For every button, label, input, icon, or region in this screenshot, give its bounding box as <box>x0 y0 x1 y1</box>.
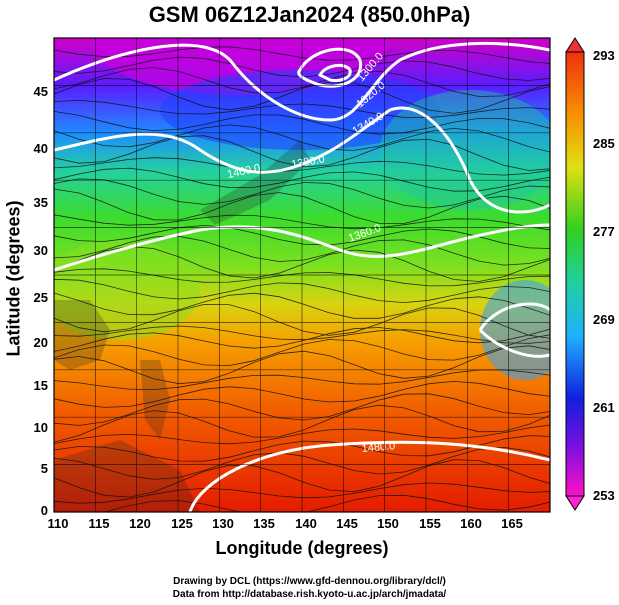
x-tick: 115 <box>88 516 110 531</box>
x-tick: 110 <box>47 516 69 531</box>
streamline <box>54 327 550 352</box>
streamline <box>54 424 550 445</box>
contour-1360 <box>54 223 550 272</box>
x-tick: 135 <box>253 516 275 531</box>
x-axis-label: Longitude (degrees) <box>215 538 389 558</box>
streamline <box>54 188 550 224</box>
streamline <box>54 446 550 480</box>
y-tick: 25 <box>33 290 48 305</box>
streamline <box>54 67 550 97</box>
streamline <box>54 111 550 135</box>
credit-data: Data from http://database.rish.kyoto-u.a… <box>172 589 447 600</box>
contour-low-core <box>317 63 352 82</box>
streamline <box>54 325 550 344</box>
contour-low-center <box>297 47 363 88</box>
colorbar-bottom-arrow <box>565 495 585 511</box>
colorbar-top-arrow <box>565 37 585 53</box>
streamline <box>54 278 550 304</box>
x-tick: 145 <box>336 516 358 531</box>
streamline <box>54 235 550 266</box>
x-tick: 150 <box>377 516 399 531</box>
streamline <box>54 404 550 443</box>
colorbar-tick: 253 <box>593 488 615 503</box>
colorbar-tick: 293 <box>593 48 615 63</box>
streamline <box>54 369 550 391</box>
x-tick: 165 <box>501 516 523 531</box>
contour-label-1380: 1380.0 <box>290 153 325 171</box>
wind-streamlines <box>54 46 550 512</box>
contour-1480 <box>188 440 550 512</box>
colorbar-tick: 269 <box>593 312 615 327</box>
plot-frame <box>53 37 551 513</box>
x-tick: 140 <box>295 516 317 531</box>
streamline <box>54 345 550 385</box>
x-tick: 125 <box>171 516 193 531</box>
contour-east-eddy <box>478 302 550 358</box>
streamline <box>54 303 550 339</box>
y-tick: 45 <box>33 84 48 99</box>
colorbar <box>565 51 585 497</box>
streamline <box>54 99 550 119</box>
land-philippines <box>140 360 170 440</box>
y-tick: 0 <box>40 503 48 518</box>
x-tick: 155 <box>419 516 441 531</box>
colorbar-tick: 261 <box>593 400 615 415</box>
streamline <box>54 292 550 319</box>
y-tick: 5 <box>40 461 48 476</box>
streamline <box>54 482 550 504</box>
y-tick: 15 <box>33 378 48 393</box>
y-tick: 30 <box>33 243 48 258</box>
contour-1340 <box>54 106 550 214</box>
streamline <box>54 157 550 176</box>
height-contours <box>54 41 550 512</box>
x-tick: 120 <box>129 516 151 531</box>
streamline <box>54 178 550 209</box>
colorbar-tick: 277 <box>593 224 615 239</box>
contour-label-1480: 1480.0 <box>361 440 396 455</box>
streamline <box>54 214 550 231</box>
streamline <box>54 245 550 282</box>
streamline <box>54 435 550 462</box>
streamline <box>54 224 550 249</box>
streamline <box>103 494 550 512</box>
warm-tongue <box>54 240 200 340</box>
streamline <box>54 334 550 367</box>
y-tick: 20 <box>33 335 48 350</box>
y-tick: 35 <box>33 195 48 210</box>
cool-eddy <box>480 280 550 380</box>
streamline <box>54 124 550 153</box>
y-tick: 40 <box>33 141 48 156</box>
streamline <box>54 135 550 171</box>
y-axis-label: Latitude (degrees) <box>3 200 24 357</box>
streamline <box>54 380 550 408</box>
credit-drawing: Drawing by DCL (https://www.gfd-dennou.o… <box>173 576 446 587</box>
y-tick: 10 <box>33 420 48 435</box>
x-tick: 130 <box>212 516 234 531</box>
land-china <box>54 300 110 370</box>
chart-title: GSM 06Z12Jan2024 (850.0hPa) <box>148 2 471 27</box>
lat-lon-grid <box>54 38 550 512</box>
colorbar-tick: 285 <box>593 136 615 151</box>
contour-1300 <box>54 41 550 122</box>
streamline <box>54 167 550 192</box>
x-tick: 160 <box>460 516 482 531</box>
streamline <box>54 268 550 287</box>
streamline <box>54 46 550 64</box>
land-borneo <box>54 440 200 512</box>
land-japan <box>200 140 310 225</box>
streamline <box>54 393 550 426</box>
streamline <box>54 459 550 498</box>
streamline <box>54 78 550 114</box>
